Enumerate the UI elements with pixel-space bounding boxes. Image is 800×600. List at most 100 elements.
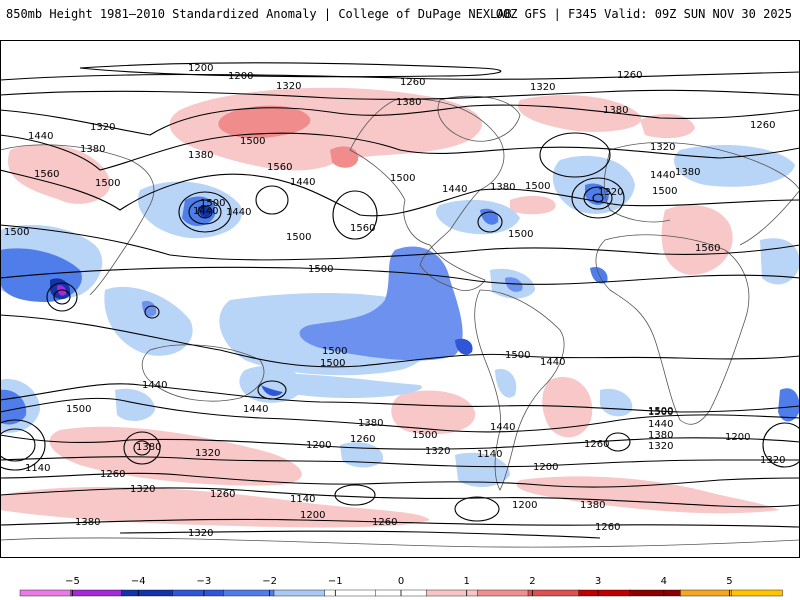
contour-label: 1200 xyxy=(306,440,331,451)
contour-label: 1200 xyxy=(300,510,325,521)
contour-label: 1500 xyxy=(390,173,415,184)
height-contour xyxy=(0,104,800,136)
contour-label: 1260 xyxy=(372,517,397,528)
height-contour xyxy=(332,190,378,240)
contour-label: 1320 xyxy=(195,448,220,459)
legend-tick-label: 4 xyxy=(661,576,667,587)
positive-anomaly-area xyxy=(0,486,430,528)
negative-anomaly-area xyxy=(299,246,463,361)
contour-label: 1500 xyxy=(308,264,333,275)
contour-label: 1260 xyxy=(210,489,235,500)
positive-anomaly-area xyxy=(510,195,556,215)
negative-anomaly-area xyxy=(0,389,27,425)
contour-label: 1500 xyxy=(320,358,345,369)
contour-label: 1440 xyxy=(226,207,251,218)
legend-swatch xyxy=(324,589,377,597)
contour-label: 1440 xyxy=(442,184,467,195)
legend-swatch xyxy=(680,589,732,597)
contour-label: 1320 xyxy=(530,82,555,93)
negative-anomaly-area xyxy=(115,388,155,422)
height-contour xyxy=(0,89,800,100)
positive-anomaly-area xyxy=(516,476,780,514)
contour-label: 1500 xyxy=(286,232,311,243)
anomaly-shading xyxy=(0,87,800,528)
contour-label: 1500 xyxy=(648,407,673,418)
height-contour xyxy=(178,191,232,233)
model-run-info: 00Z GFS | F345 Valid: 09Z SUN NOV 30 202… xyxy=(495,7,792,21)
legend-swatch xyxy=(222,589,275,597)
negative-anomaly-area xyxy=(198,205,211,218)
negative-anomaly-area xyxy=(250,373,422,398)
contour-label: 1380 xyxy=(580,500,605,511)
legend-ticks: −5 −4 −3 −2 −1 0 1 2 3 4 5 xyxy=(65,576,733,596)
height-contour xyxy=(571,177,625,219)
height-contour xyxy=(257,380,287,400)
contour-label: 1500 xyxy=(505,350,530,361)
contour-label: 1320 xyxy=(648,441,673,452)
height-contour xyxy=(144,305,160,319)
legend-swatch xyxy=(426,589,478,597)
legend-tick-label: 0 xyxy=(398,576,404,587)
height-contour xyxy=(762,422,800,468)
contour-label: 1260 xyxy=(750,120,775,131)
contour-label: 1560 xyxy=(350,223,375,234)
contour-label: 1380 xyxy=(136,442,161,453)
color-legend: −5 −4 −3 −2 −1 0 1 2 3 4 5 xyxy=(19,576,783,597)
contour-label: 1500 xyxy=(525,181,550,192)
contour-label: 1200 xyxy=(188,63,213,74)
legend-tick-label: −3 xyxy=(197,576,212,587)
negative-anomaly-area xyxy=(435,199,520,235)
legend-tick-label: −4 xyxy=(131,576,146,587)
height-contour xyxy=(119,530,601,539)
contour-label: 1140 xyxy=(477,449,502,460)
height-contour xyxy=(0,518,800,528)
contour-label: 1500 xyxy=(648,406,673,417)
contour-label: 1320 xyxy=(130,484,155,495)
contour-label: 1380 xyxy=(75,517,100,528)
negative-anomaly-area xyxy=(182,196,216,226)
coastlines xyxy=(0,95,800,548)
height-contour xyxy=(53,289,71,305)
height-contour xyxy=(605,432,631,452)
contour-label: 1380 xyxy=(188,150,213,161)
positive-anomaly-area xyxy=(640,113,695,139)
height-contours xyxy=(0,62,800,539)
contour-label: 1380 xyxy=(648,430,673,441)
contour-label: 1380 xyxy=(675,167,700,178)
legend-swatch xyxy=(121,589,174,597)
legend-swatch xyxy=(527,589,580,597)
positive-anomaly-area xyxy=(330,146,359,168)
contour-label: 1260 xyxy=(350,434,375,445)
contour-label: 1260 xyxy=(617,70,642,81)
contour-label: 1560 xyxy=(267,162,292,173)
negative-anomaly-area xyxy=(455,338,473,355)
contour-label: 1500 xyxy=(95,178,120,189)
legend-swatch xyxy=(731,589,783,597)
height-contour xyxy=(0,71,800,81)
contour-label: 1560 xyxy=(695,243,720,254)
contour-label: 1380 xyxy=(490,182,515,193)
negative-anomaly-area xyxy=(104,286,193,356)
contour-labels: 1200 1200 1320 1260 1320 1260 1380 1380 … xyxy=(4,63,785,539)
positive-anomaly-area xyxy=(661,205,733,275)
height-contour xyxy=(0,383,800,413)
height-contour xyxy=(188,199,222,225)
legend-swatch xyxy=(477,589,529,597)
height-contour xyxy=(255,185,289,215)
height-contour xyxy=(0,472,800,488)
contour-label: 1320 xyxy=(425,446,450,457)
legend-swatch xyxy=(273,589,326,597)
contour-label: 1500 xyxy=(322,346,347,357)
height-contour xyxy=(0,419,46,471)
contour-label: 1440 xyxy=(648,419,673,430)
contour-label: 1440 xyxy=(490,422,515,433)
contour-label: 1500 xyxy=(66,404,91,415)
legend-tick-label: −1 xyxy=(328,576,343,587)
height-contour xyxy=(79,62,502,78)
negative-anomaly-area xyxy=(495,369,517,398)
south-america-outline xyxy=(474,289,565,491)
height-contour xyxy=(583,186,613,210)
contour-label: 1500 xyxy=(240,136,265,147)
negative-anomaly-area xyxy=(505,277,523,292)
